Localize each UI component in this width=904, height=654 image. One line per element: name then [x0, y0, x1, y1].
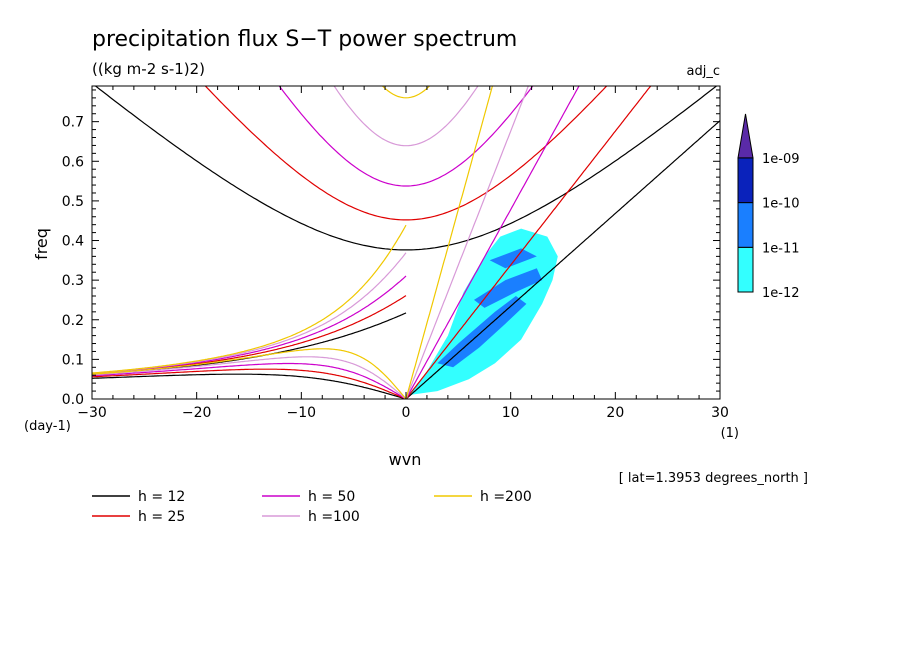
colorbar-level-label: 1e-12 — [762, 286, 800, 301]
colorbar: 1e-12 1e-11 1e-10 1e-09 — [737, 113, 800, 301]
curve-h25-mrg — [92, 295, 407, 375]
curve-h50-inertia-gravity — [278, 86, 534, 187]
contour-region-1 — [409, 228, 558, 395]
x-tick-label: 0 — [402, 405, 411, 421]
x-axis-label: wvn — [389, 450, 422, 469]
colorbar-level-label: 1e-09 — [762, 152, 800, 167]
axis-ticks: −30 −20 −10 0 10 20 30 0.0 0.1 0.2 0.3 0.4 0.5 0.6 0.7 — [62, 86, 729, 421]
curve-h200-inertia-gravity — [381, 86, 431, 99]
curve-h25-inertia-gravity — [204, 86, 608, 221]
latitude-note: [ lat=1.3953 degrees_north ] — [619, 471, 808, 486]
chart-units: ((kg m-2 s-1)2) — [92, 60, 205, 78]
curve-h100-inertia-gravity — [333, 86, 479, 147]
y-tick-label: 0.1 — [62, 352, 84, 368]
x-tick-label: −30 — [77, 405, 107, 421]
colorbar-swatch — [737, 202, 754, 248]
y-tick-label: 0.2 — [62, 313, 84, 329]
curve-h12-kelvin — [405, 120, 720, 399]
y-tick-label: 0.4 — [62, 234, 84, 250]
colorbar-level-label: 1e-10 — [762, 197, 800, 212]
y-tick-label: 0.3 — [62, 273, 84, 289]
legend-entry: h =100 — [308, 509, 360, 525]
dataset-label: adj_c — [687, 64, 720, 79]
curve-h200-kelvin — [405, 86, 494, 399]
plot-frame — [91, 85, 721, 400]
dispersion-curves — [92, 86, 720, 399]
legend: h = 12 h = 25 h = 50 h =100 h =200 — [92, 489, 532, 525]
curve-h12-rossby — [92, 373, 407, 399]
curve-h25-kelvin — [405, 86, 652, 399]
curve-h50-rossby — [92, 362, 407, 399]
colorbar-swatch — [737, 246, 754, 293]
spectrum-contours — [409, 228, 558, 395]
x-tick-label: −10 — [287, 405, 317, 421]
curve-h200-mrg — [92, 224, 407, 374]
curve-h50-kelvin — [405, 86, 580, 399]
legend-entry: h = 50 — [308, 489, 355, 505]
x-tick-label: 10 — [502, 405, 520, 421]
y-axis-label: freq — [32, 228, 51, 260]
chart-title: precipitation flux S−T power spectrum — [92, 27, 517, 52]
curve-h200-rossby — [92, 348, 407, 399]
colorbar-level-label: 1e-11 — [762, 241, 800, 256]
colorbar-overflow-triangle — [737, 113, 754, 159]
contour-region-3 — [474, 268, 543, 308]
x-tick-label: −20 — [182, 405, 212, 421]
contour-region-4 — [489, 248, 537, 269]
x-tick-label: 20 — [606, 405, 624, 421]
colorbar-swatch — [737, 157, 754, 204]
curve-h100-rossby — [92, 356, 407, 399]
x-tick-label: 30 — [711, 405, 729, 421]
y-tick-label: 0.5 — [62, 194, 84, 210]
y-tick-label: 0.7 — [62, 115, 84, 131]
x-axis-unit: (1) — [721, 426, 739, 441]
legend-entry: h = 12 — [138, 489, 185, 505]
curve-h100-kelvin — [405, 86, 529, 399]
y-axis-unit: (day-1) — [24, 419, 71, 434]
legend-entry: h =200 — [480, 489, 532, 505]
y-tick-label: 0.6 — [62, 154, 84, 170]
curve-h25-rossby — [92, 368, 407, 399]
curve-h12-inertia-gravity — [94, 86, 718, 251]
legend-entry: h = 25 — [138, 509, 185, 525]
y-tick-label: 0.0 — [62, 392, 84, 408]
